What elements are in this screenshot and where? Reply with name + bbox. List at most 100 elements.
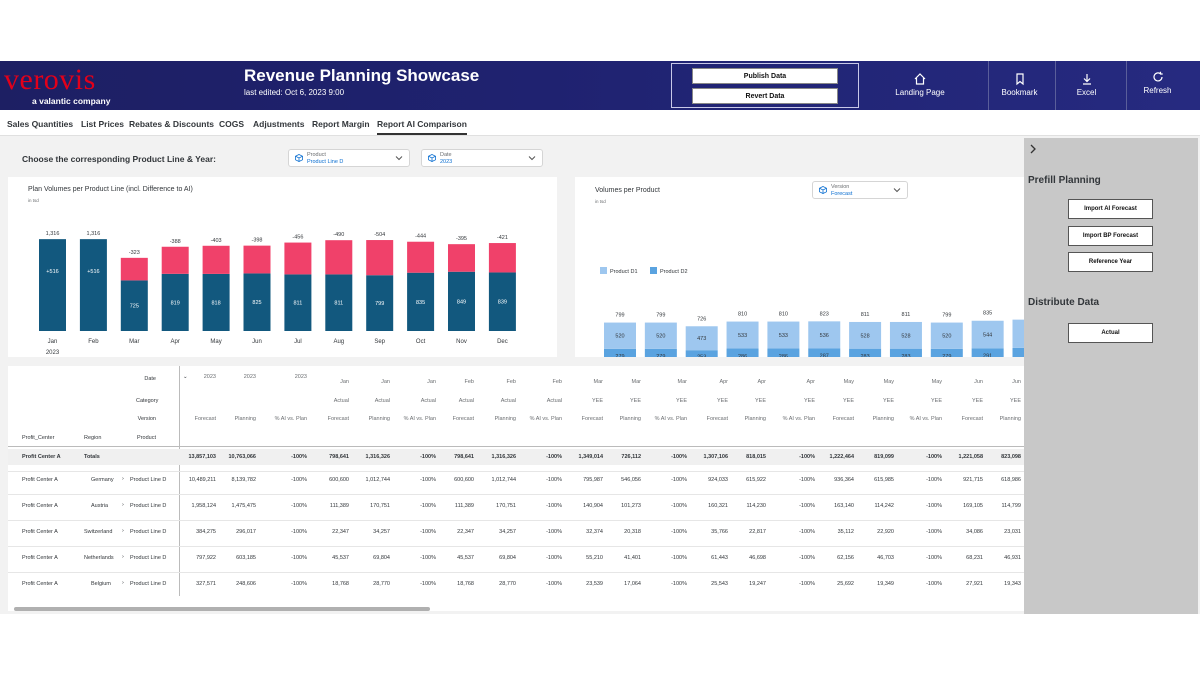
- table-cell: 1,316,326: [491, 454, 516, 460]
- product-d1-bar: [808, 321, 841, 349]
- x-axis-year-label: 2023: [46, 350, 60, 356]
- total-label: 835: [983, 311, 992, 317]
- tab-rebates-discounts[interactable]: Rebates & Discounts: [129, 119, 215, 129]
- table-cell: -100%: [291, 503, 307, 509]
- column-header-profit-center: Profit_Center: [22, 435, 55, 441]
- table-cell: -100%: [926, 555, 942, 561]
- plan-bar: [407, 272, 435, 331]
- product-d1-value: 528: [901, 333, 910, 339]
- table-cell: 23,031: [1004, 529, 1021, 535]
- table-cell: 170,751: [496, 503, 516, 509]
- plan-bar: [243, 273, 271, 331]
- table-cell: 22,817: [749, 529, 766, 535]
- distribute-data-heading: Distribute Data: [1028, 297, 1100, 308]
- actual-button[interactable]: Actual: [1068, 323, 1153, 343]
- table-cell: 1,012,744: [491, 477, 516, 483]
- table-cell: 45,537: [457, 555, 474, 561]
- table-cell: 296,017: [236, 529, 256, 535]
- prefill-planning-heading: Prefill Planning: [1028, 175, 1101, 186]
- table-cell: 35,766: [711, 529, 728, 535]
- excel-label: Excel: [1076, 88, 1097, 97]
- table-cell: 61,443: [711, 555, 728, 561]
- col-category-header: YEE: [591, 398, 603, 404]
- table-cell: -100%: [420, 581, 436, 587]
- table-cell: 10,489,211: [188, 477, 216, 483]
- table-cell: -100%: [291, 529, 307, 535]
- tab-report-ai-comparison[interactable]: Report AI Comparison: [377, 119, 467, 135]
- row-profit-center: Profit Center A: [22, 555, 58, 561]
- table-cell: 23,539: [586, 581, 603, 587]
- col-date-header: Apr: [806, 379, 815, 385]
- plan-bar-label: 818: [212, 300, 221, 306]
- tab-cogs[interactable]: COGS: [219, 119, 245, 129]
- ai-difference-bar: [366, 240, 394, 276]
- import-bp-forecast-button[interactable]: Import BP Forecast: [1068, 226, 1153, 246]
- date-dropdown[interactable]: Date 2023: [421, 149, 543, 167]
- table-cell: -100%: [546, 503, 562, 509]
- plan-bar: [488, 272, 516, 331]
- total-label: 799: [656, 313, 665, 319]
- col-version-header: Planning: [999, 416, 1021, 422]
- x-axis-label: Feb: [88, 339, 99, 345]
- x-axis-label: Apr: [171, 339, 180, 345]
- horizontal-scrollbar[interactable]: [14, 607, 430, 611]
- col-date-header: 2023: [243, 374, 256, 380]
- reference-year-button[interactable]: Reference Year: [1068, 252, 1153, 272]
- totals-row-bg: [8, 449, 1024, 465]
- plan-bar: [202, 273, 230, 331]
- plan-bar: [366, 275, 394, 331]
- chevron-down-icon[interactable]: ⌄: [183, 374, 188, 380]
- plan-bar-label: 835: [416, 300, 425, 306]
- tab-sales-quantities[interactable]: Sales Quantities: [7, 119, 74, 129]
- product-dropdown[interactable]: Product Product Line D: [288, 149, 410, 167]
- table-cell: 921,715: [963, 477, 983, 483]
- version-dropdown[interactable]: Version Forecast: [812, 181, 908, 199]
- col-category-header: YEE: [930, 398, 942, 404]
- landing-page-button[interactable]: Landing Page: [888, 61, 952, 110]
- table-cell: -100%: [671, 555, 687, 561]
- excel-button[interactable]: Excel: [1055, 61, 1117, 110]
- table-cell: 600,600: [329, 477, 349, 483]
- col-date-header: Feb: [552, 379, 562, 385]
- col-date-header: Feb: [506, 379, 516, 385]
- table-cell: -100%: [671, 454, 687, 460]
- plan-bar-label: 725: [130, 304, 139, 310]
- tab-list-prices[interactable]: List Prices: [81, 119, 124, 129]
- table-cell: 936,364: [834, 477, 854, 483]
- col-date-header: 2023: [294, 374, 307, 380]
- total-label: 726: [697, 316, 706, 322]
- table-cell: 823,098: [1001, 454, 1021, 460]
- date-dropdown-value: 2023: [440, 159, 453, 165]
- col-version-header: % AI vs. Plan: [274, 416, 307, 422]
- publish-data-button[interactable]: Publish Data: [692, 68, 838, 84]
- table-cell: -100%: [926, 477, 942, 483]
- col-category-header: Actual: [500, 398, 516, 404]
- row-divider: [8, 572, 1024, 573]
- refresh-button[interactable]: Refresh: [1126, 61, 1188, 110]
- ai-difference-label: -421: [497, 235, 508, 241]
- tab-bar: Sales Quantities List Prices Rebates & D…: [0, 110, 1200, 136]
- table-cell: 111,389: [329, 503, 349, 509]
- chevron-right-icon[interactable]: [1029, 144, 1037, 154]
- ai-difference-label: -323: [129, 250, 140, 256]
- revert-data-button[interactable]: Revert Data: [692, 88, 838, 104]
- data-actions-box: Publish Data Revert Data: [671, 63, 859, 108]
- table-cell: 726,112: [621, 454, 641, 460]
- legend-label-product-d1: Product D1: [610, 269, 638, 275]
- table-cell: 27,921: [966, 581, 983, 587]
- last-edited: last edited: Oct 6, 2023 9:00: [244, 88, 345, 97]
- chevron-right-icon: ›: [122, 476, 124, 482]
- bookmark-button[interactable]: Bookmark: [988, 61, 1050, 110]
- col-version-header: Planning: [368, 416, 390, 422]
- chart2-unit: in tsd: [595, 199, 606, 204]
- tab-adjustments[interactable]: Adjustments: [253, 119, 305, 129]
- col-version-header: Planning: [619, 416, 641, 422]
- product-d2-value: 283: [861, 354, 870, 357]
- col-date-header: Apr: [719, 379, 728, 385]
- table-cell: 22,347: [457, 529, 474, 535]
- import-ai-forecast-button[interactable]: Import AI Forecast: [1068, 199, 1153, 219]
- tab-report-margin[interactable]: Report Margin: [312, 119, 370, 129]
- table-cell: -100%: [420, 477, 436, 483]
- col-version-header: Forecast: [706, 416, 728, 422]
- table-cell: 1,221,058: [958, 454, 983, 460]
